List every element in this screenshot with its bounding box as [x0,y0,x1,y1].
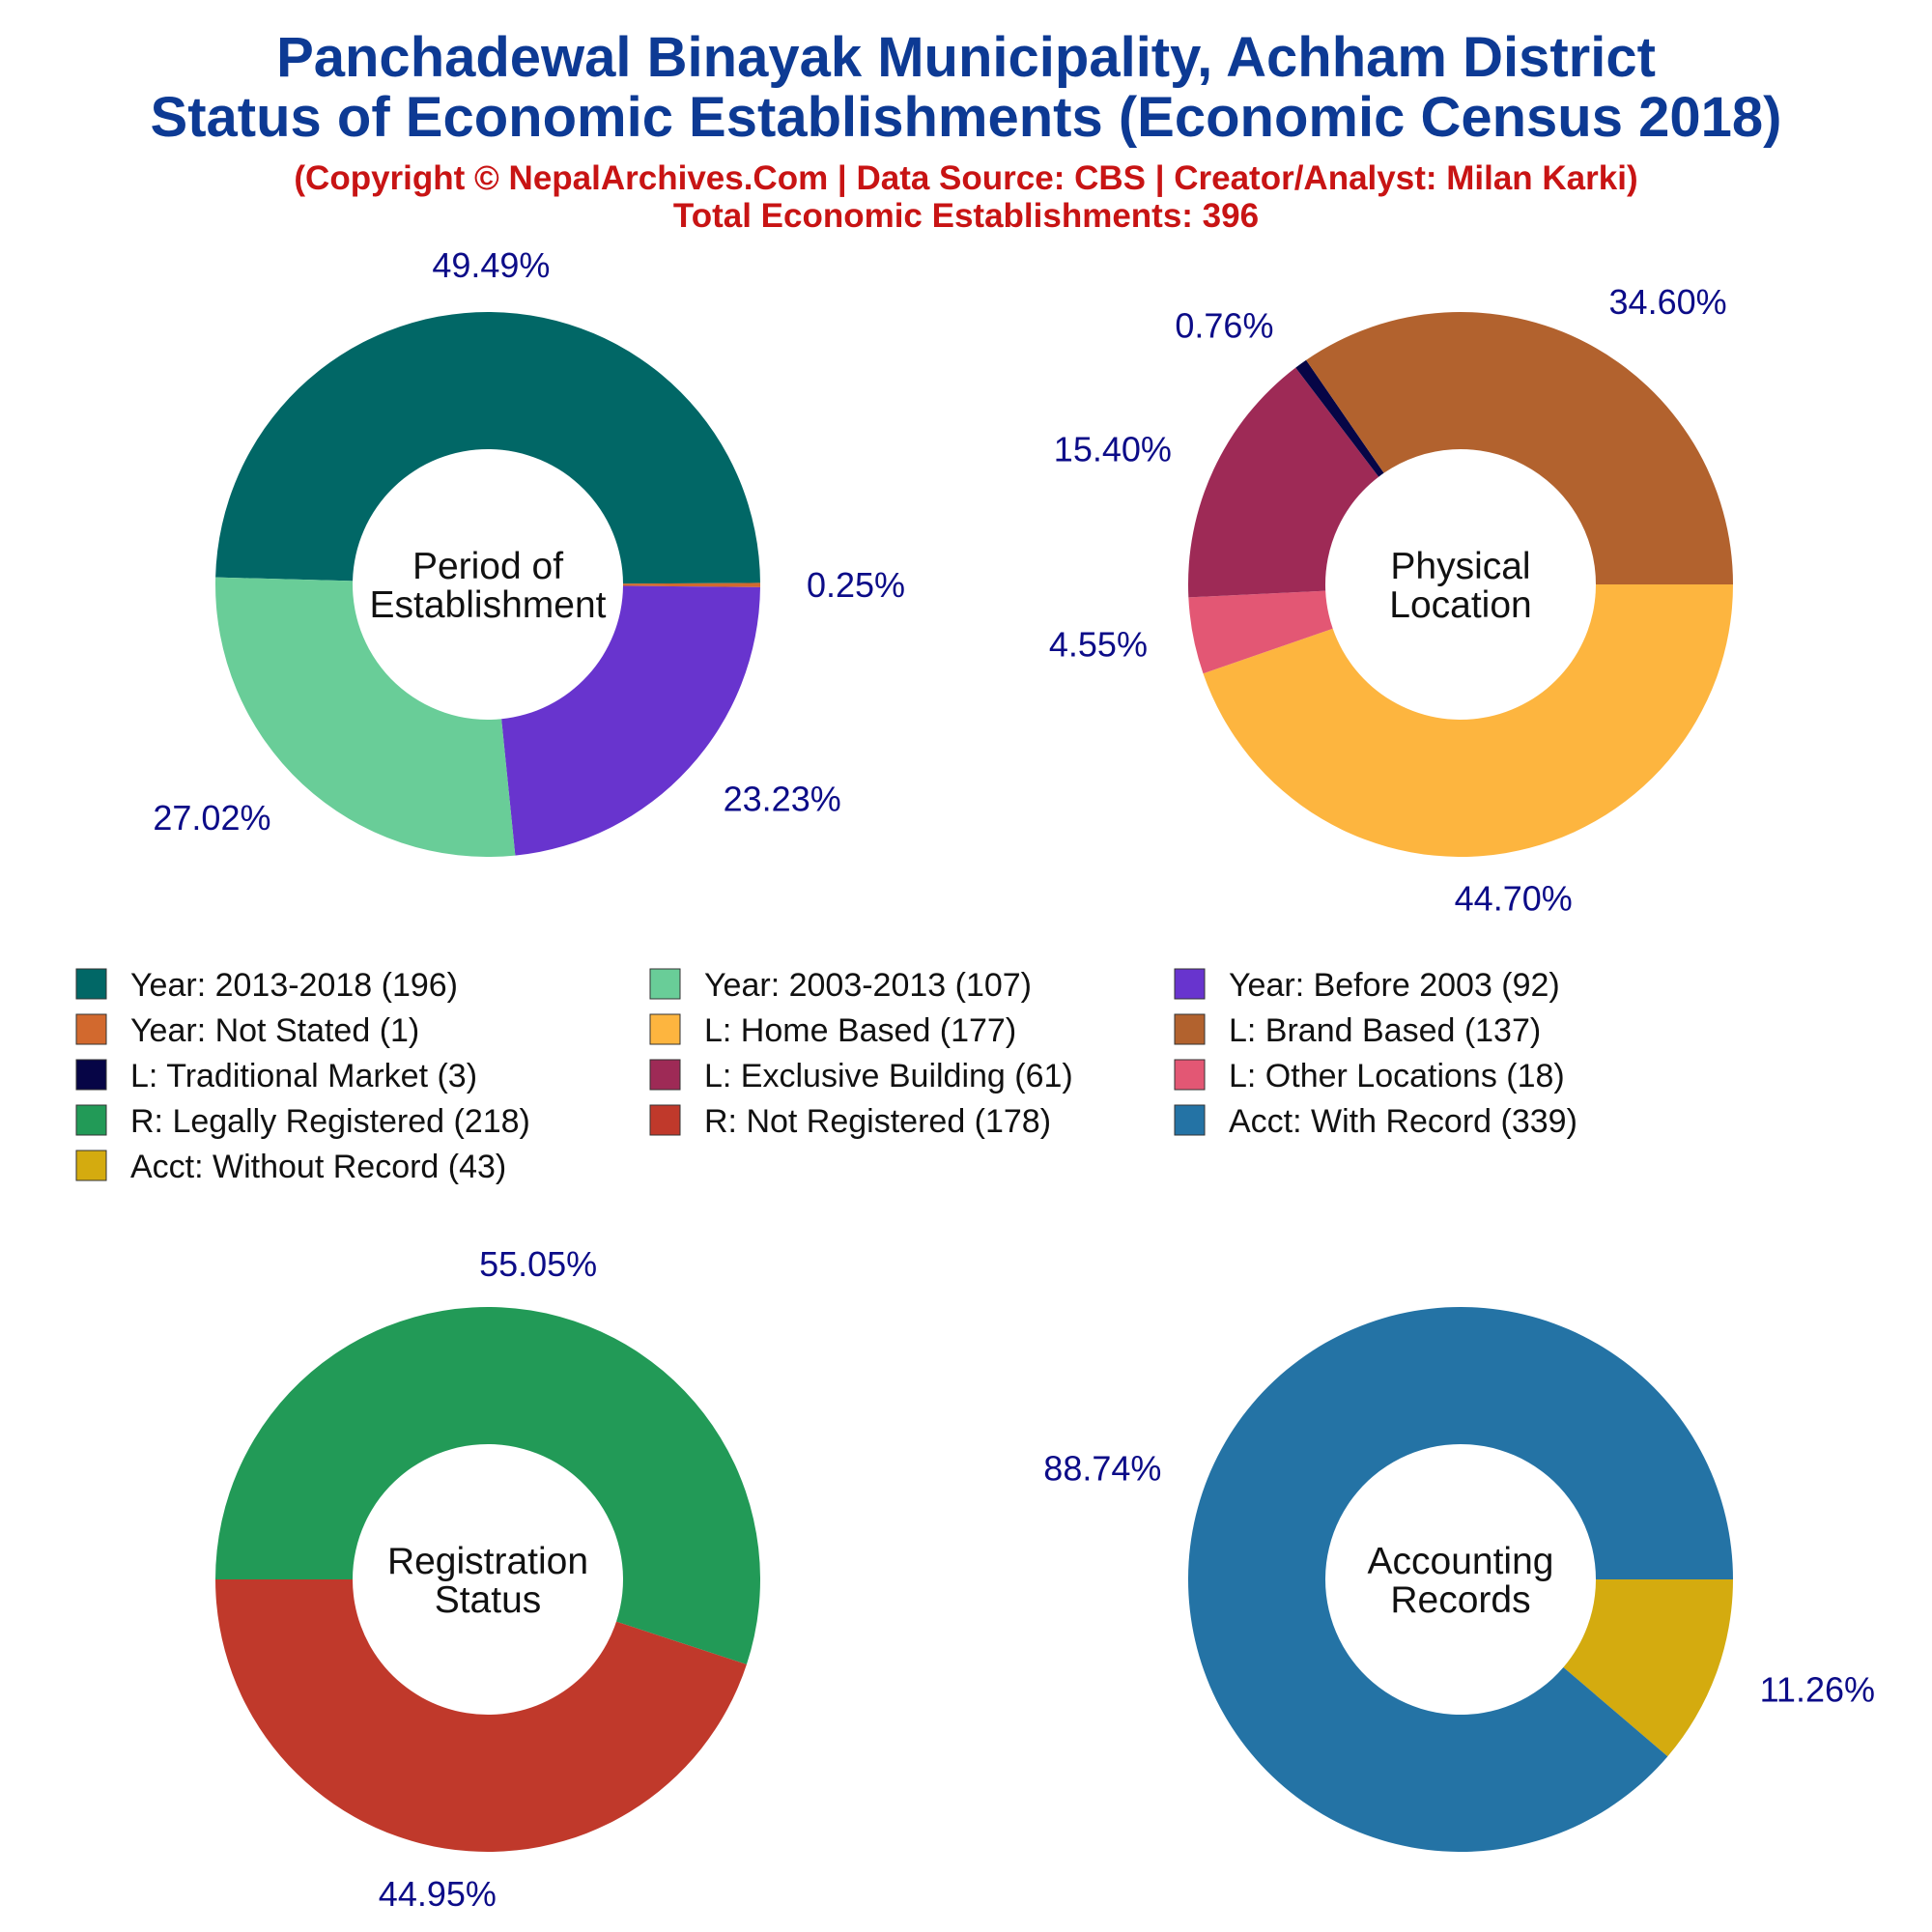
pct-label-3-2: 44.95% [379,1874,497,1914]
legend-label-6: L: Brand Based (137) [1229,1012,1541,1049]
legend-item-5: L: Home Based (177) [649,1012,1016,1049]
legend-swatch-6 [1174,1013,1206,1045]
center-label-3-line-1: Registration [387,1541,588,1582]
legend-item-13: Acct: Without Record (43) [75,1149,506,1185]
donut-charts: 49.49% 0.25% 23.23% 27.02% Period ofEstablis… [153,245,1875,1914]
slice-1-3 [501,585,760,856]
legend-swatch-1 [75,968,107,1000]
legend-label-1: Year: 2013-2018 (196) [130,967,458,1004]
pct-label-2-1: 44.70% [1455,878,1573,918]
legend-label-5: L: Home Based (177) [704,1012,1016,1049]
pct-label-1-2: 0.25% [807,565,905,605]
pct-label-1-1: 49.49% [432,245,550,285]
legend-label-4: Year: Not Stated (1) [130,1012,419,1049]
legend-item-7: L: Traditional Market (3) [75,1058,477,1094]
legend-label-8: L: Exclusive Building (61) [704,1058,1073,1094]
legend-label-13: Acct: Without Record (43) [130,1149,506,1185]
legend-swatch-5 [649,1013,681,1045]
center-label-3-line-2: Status [435,1579,542,1621]
slice-2-5 [1306,312,1733,584]
pct-label-1-3: 23.23% [724,780,841,819]
pct-label-4-1: 11.26% [1760,1669,1875,1709]
center-label-4-line-1: Accounting [1368,1541,1554,1582]
slice-1-1 [215,312,760,584]
legend-label-2: Year: 2003-2013 (107) [704,967,1032,1004]
legend-label-7: L: Traditional Market (3) [130,1058,477,1094]
donut-chart-1: 49.49% 0.25% 23.23% 27.02% Period ofEstablis… [153,245,905,857]
slice-2-3 [1188,367,1379,598]
slice-2-1 [1203,584,1733,857]
legend-item-10: R: Legally Registered (218) [75,1103,530,1140]
center-label-1-line-2: Establishment [370,584,607,626]
legend: Year: 2013-2018 (196) Year: 2003-2013 (10… [75,967,1577,1185]
legend-item-12: Acct: With Record (339) [1174,1103,1577,1140]
legend-item-3: Year: Before 2003 (92) [1174,967,1560,1004]
legend-item-4: Year: Not Stated (1) [75,1012,419,1049]
title-line-2: Status of Economic Establishments (Econo… [151,86,1782,149]
legend-item-2: Year: 2003-2013 (107) [649,967,1032,1004]
legend-swatch-8 [649,1059,681,1091]
legend-item-11: R: Not Registered (178) [649,1103,1051,1140]
legend-label-11: R: Not Registered (178) [704,1103,1051,1140]
legend-swatch-4 [75,1013,107,1045]
pct-label-4-2: 88.74% [1043,1449,1161,1489]
legend-item-9: L: Other Locations (18) [1174,1058,1565,1094]
center-label-2-line-1: Physical [1390,546,1530,587]
slice-2-4 [1295,359,1384,477]
donut-chart-2: 44.70% 4.55% 15.40% 0.76% 34.60% PhysicalLoca… [1049,282,1733,918]
legend-item-6: L: Brand Based (137) [1174,1012,1541,1049]
pct-label-2-4: 0.76% [1175,306,1273,346]
slice-1-2 [622,582,760,587]
slice-2-2 [1188,590,1333,674]
pct-label-3-1: 55.05% [479,1244,597,1284]
legend-label-3: Year: Before 2003 (92) [1229,967,1560,1004]
center-label-2-line-2: Location [1389,584,1531,626]
slice-3-1 [215,1307,760,1664]
total-establishments: Total Economic Establishments: 396 [673,197,1259,235]
legend-item-1: Year: 2013-2018 (196) [75,967,458,1004]
slice-4-2 [1188,1306,1733,1852]
legend-label-12: Acct: With Record (339) [1229,1103,1577,1140]
legend-label-10: R: Legally Registered (218) [130,1103,530,1140]
legend-swatch-2 [649,968,681,1000]
pct-label-2-2: 4.55% [1049,624,1148,664]
legend-swatch-13 [75,1150,107,1181]
pct-label-1-4: 27.02% [153,798,270,838]
slice-1-4 [214,577,516,857]
slice-4-1 [1563,1579,1733,1757]
legend-swatch-12 [1174,1104,1206,1136]
slice-3-2 [214,1579,747,1852]
legend-item-8: L: Exclusive Building (61) [649,1058,1073,1094]
header: Panchadewal Binayak Municipality, Achham… [151,26,1782,235]
legend-swatch-10 [75,1104,107,1136]
pct-label-2-3: 15.40% [1054,430,1172,469]
center-label-4-line-2: Records [1390,1579,1530,1621]
center-label-1-line-1: Period of [412,546,563,587]
legend-swatch-7 [75,1059,107,1091]
legend-swatch-9 [1174,1059,1206,1091]
legend-swatch-11 [649,1104,681,1136]
copyright-line: (Copyright © NepalArchives.Com | Data So… [294,159,1637,197]
pct-label-2-5: 34.60% [1609,282,1727,322]
title-line-1: Panchadewal Binayak Municipality, Achham… [276,26,1656,89]
legend-label-9: L: Other Locations (18) [1229,1058,1565,1094]
legend-swatch-3 [1174,968,1206,1000]
